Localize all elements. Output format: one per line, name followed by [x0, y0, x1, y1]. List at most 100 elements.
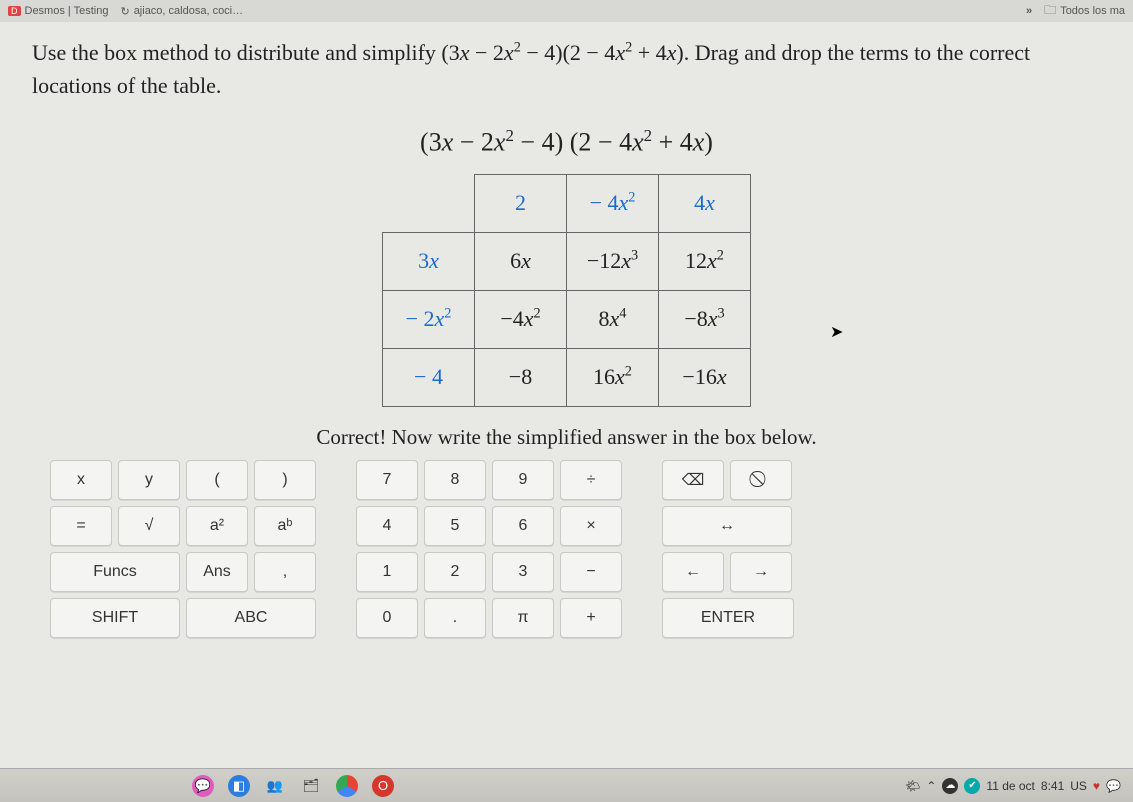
tab-label: Desmos | Testing [25, 5, 109, 17]
key-abc[interactable]: ABC [186, 598, 316, 638]
key-comma[interactable]: , [254, 552, 316, 592]
col-header[interactable]: 4x [659, 174, 751, 232]
instruction-expression: (3x − 2x2 − 4)(2 − 4x2 + 4x) [441, 40, 683, 65]
key-pi[interactable]: π [492, 598, 554, 638]
taskbar-notif-icon[interactable]: 💬 [1106, 779, 1121, 793]
instruction-prefix: Use the box method to distribute and sim… [32, 40, 441, 65]
key-0[interactable]: 0 [356, 598, 418, 638]
keypad-row-4: SHIFT ABC 0 . π + ENTER [50, 598, 1083, 638]
table-cell[interactable]: −12x3 [567, 232, 659, 290]
col-header[interactable]: − 4x2 [567, 174, 659, 232]
os-taskbar: 💬 ◧ 👥 🗂 O 🌤 ⌃ ☁ ✔ 11 de oct 8:41 US ♥ 💬 [0, 768, 1133, 802]
taskbar-chrome-icon[interactable] [336, 775, 358, 797]
key-rparen[interactable]: ) [254, 460, 316, 500]
tab-icon: D [8, 6, 21, 16]
key-y[interactable]: y [118, 460, 180, 500]
taskbar-app-icon[interactable]: ◧ [228, 775, 250, 797]
spacer [322, 598, 350, 638]
row-header[interactable]: − 2x2 [383, 290, 475, 348]
spacer [322, 460, 350, 500]
folder-icon: 🗀 [1044, 1, 1056, 22]
table-cell[interactable]: −8 [475, 348, 567, 406]
key-6[interactable]: 6 [492, 506, 554, 546]
key-9[interactable]: 9 [492, 460, 554, 500]
spacer [628, 552, 656, 592]
key-5[interactable]: 5 [424, 506, 486, 546]
main-expression: (3x − 2x2 − 4) (2 − 4x2 + 4x) [32, 126, 1101, 158]
taskbar-date: 11 de oct [986, 779, 1034, 793]
box-method-table: 2 − 4x2 4x 3x 6x −12x3 12x2 − 2x2 −4x2 8… [382, 174, 751, 407]
taskbar-opera-icon[interactable]: O [372, 775, 394, 797]
tabs-overflow-icon[interactable]: » [1026, 5, 1032, 17]
table-cell[interactable]: 16x2 [567, 348, 659, 406]
table-cell[interactable]: 8x4 [567, 290, 659, 348]
keypad-row-1: x y ( ) 7 8 9 ÷ ⌫ ⃠ [50, 460, 1083, 500]
tray-cloud-icon[interactable]: ☁ [942, 778, 958, 794]
key-x[interactable]: x [50, 460, 112, 500]
key-shift[interactable]: SHIFT [50, 598, 180, 638]
table-corner [383, 174, 475, 232]
math-keypad: x y ( ) 7 8 9 ÷ ⌫ ⃠ = √ a² aᵇ 4 5 6 × ↔ [32, 460, 1101, 638]
taskbar-chat-icon[interactable]: 💬 [192, 775, 214, 797]
tray-up-icon[interactable]: ⌃ [926, 779, 936, 793]
key-3[interactable]: 3 [492, 552, 554, 592]
key-enter[interactable]: ENTER [662, 598, 794, 638]
key-left-arrow[interactable]: ← [662, 552, 724, 592]
cursor-icon: ➤ [830, 322, 843, 342]
key-4[interactable]: 4 [356, 506, 418, 546]
taskbar-explorer-icon[interactable]: 🗂 [300, 775, 322, 797]
main-content: Use the box method to distribute and sim… [0, 22, 1133, 646]
browser-tab-bar: D Desmos | Testing ↻ ajiaco, caldosa, co… [0, 0, 1133, 22]
taskbar-time: 8:41 [1041, 779, 1064, 793]
spacer [628, 460, 656, 500]
tab-label: ajiaco, caldosa, coci… [134, 5, 243, 17]
table-cell[interactable]: −8x3 [659, 290, 751, 348]
key-square[interactable]: a² [186, 506, 248, 546]
taskbar-teams-icon[interactable]: 👥 [264, 775, 286, 797]
row-header[interactable]: 3x [383, 232, 475, 290]
table-cell[interactable]: −4x2 [475, 290, 567, 348]
key-times[interactable]: × [560, 506, 622, 546]
key-2[interactable]: 2 [424, 552, 486, 592]
tray-sync-icon[interactable]: ✔ [964, 778, 980, 794]
key-7[interactable]: 7 [356, 460, 418, 500]
key-equals[interactable]: = [50, 506, 112, 546]
key-8[interactable]: 8 [424, 460, 486, 500]
tab-ajiaco[interactable]: ↻ ajiaco, caldosa, coci… [120, 5, 243, 18]
spacer [322, 506, 350, 546]
table-cell[interactable]: −16x [659, 348, 751, 406]
tab-desmos[interactable]: D Desmos | Testing [8, 5, 108, 17]
key-plus[interactable]: + [560, 598, 622, 638]
spacer [322, 552, 350, 592]
col-header[interactable]: 2 [475, 174, 567, 232]
spacer [628, 506, 656, 546]
keypad-row-3: Funcs Ans , 1 2 3 − ← → [50, 552, 1083, 592]
key-sqrt[interactable]: √ [118, 506, 180, 546]
key-power[interactable]: aᵇ [254, 506, 316, 546]
key-lparen[interactable]: ( [186, 460, 248, 500]
key-backspace[interactable]: ⌫ [662, 460, 724, 500]
key-leftright[interactable]: ↔ [662, 506, 792, 546]
spacer [628, 598, 656, 638]
key-ans[interactable]: Ans [186, 552, 248, 592]
key-right-arrow[interactable]: → [730, 552, 792, 592]
feedback-text: Correct! Now write the simplified answer… [32, 425, 1101, 450]
taskbar-locale: US [1070, 779, 1087, 793]
key-funcs[interactable]: Funcs [50, 552, 180, 592]
taskbar-heart-icon[interactable]: ♥ [1093, 779, 1100, 793]
bookmarks-folder[interactable]: 🗀 Todos los ma [1044, 1, 1125, 22]
table-cell[interactable]: 12x2 [659, 232, 751, 290]
taskbar-status: 🌤 ⌃ ☁ ✔ 11 de oct 8:41 US ♥ 💬 [905, 778, 1121, 794]
key-clear[interactable]: ⃠ [730, 460, 792, 500]
tray-weather-icon[interactable]: 🌤 [905, 779, 920, 793]
key-minus[interactable]: − [560, 552, 622, 592]
row-header[interactable]: − 4 [383, 348, 475, 406]
key-1[interactable]: 1 [356, 552, 418, 592]
table-cell[interactable]: 6x [475, 232, 567, 290]
keypad-row-2: = √ a² aᵇ 4 5 6 × ↔ [50, 506, 1083, 546]
reload-icon: ↻ [120, 5, 129, 18]
instruction-text: Use the box method to distribute and sim… [32, 36, 1101, 102]
folder-label: Todos los ma [1060, 5, 1125, 17]
key-dot[interactable]: . [424, 598, 486, 638]
key-divide[interactable]: ÷ [560, 460, 622, 500]
